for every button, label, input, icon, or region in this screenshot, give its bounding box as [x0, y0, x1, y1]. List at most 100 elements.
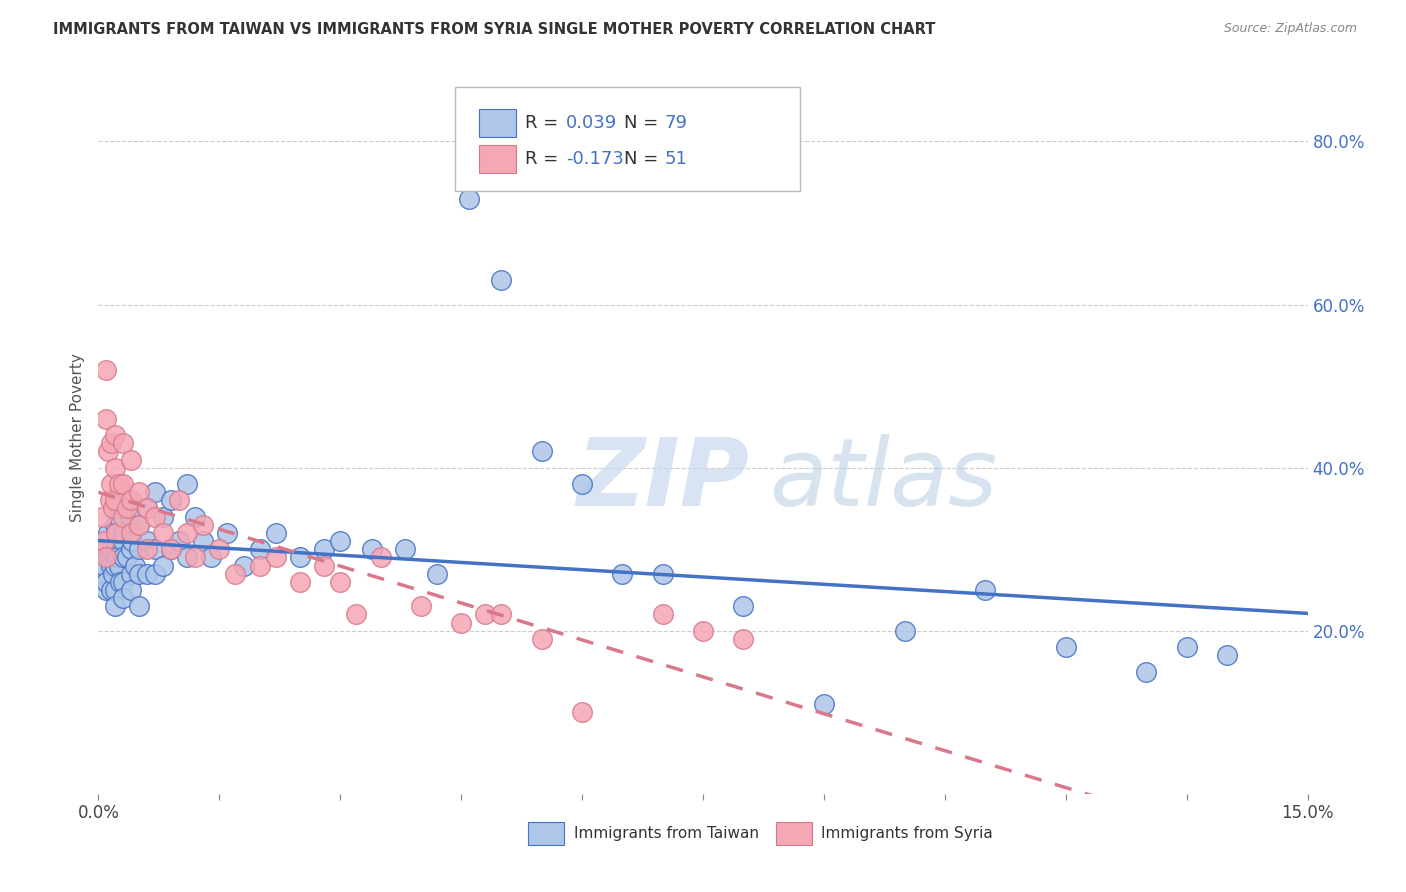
Point	[111, 550, 134, 565]
Point	[94, 582, 117, 597]
Point	[103, 460, 125, 475]
Point	[329, 534, 352, 549]
Point	[176, 525, 198, 540]
Point	[530, 632, 553, 646]
Y-axis label: Single Mother Poverty: Single Mother Poverty	[69, 352, 84, 522]
Point	[1175, 640, 1198, 654]
Point	[120, 525, 142, 540]
Point	[361, 542, 384, 557]
Point	[160, 542, 183, 557]
Point	[692, 624, 714, 638]
Point	[97, 550, 120, 565]
Point	[100, 558, 122, 573]
Point	[733, 632, 755, 646]
Point	[450, 615, 472, 630]
Point	[124, 558, 146, 573]
FancyBboxPatch shape	[456, 87, 800, 191]
Point	[232, 558, 254, 573]
Point	[108, 574, 131, 589]
Text: N =: N =	[624, 150, 665, 168]
Point	[96, 542, 118, 557]
Point	[121, 534, 143, 549]
Point	[115, 501, 138, 516]
Point	[474, 607, 496, 622]
Point	[93, 534, 115, 549]
Point	[571, 706, 593, 720]
Point	[571, 477, 593, 491]
Point	[120, 452, 142, 467]
Point	[103, 558, 125, 573]
Point	[651, 566, 673, 581]
Point	[651, 607, 673, 622]
Point	[160, 493, 183, 508]
Point	[152, 525, 174, 540]
Text: IMMIGRANTS FROM TAIWAN VS IMMIGRANTS FROM SYRIA SINGLE MOTHER POVERTY CORRELATIO: IMMIGRANTS FROM TAIWAN VS IMMIGRANTS FRO…	[53, 22, 936, 37]
Point	[111, 509, 134, 524]
Point	[249, 542, 271, 557]
Point	[344, 607, 367, 622]
Text: 0.039: 0.039	[567, 114, 617, 132]
Point	[893, 624, 915, 638]
Text: N =: N =	[624, 114, 665, 132]
Point	[491, 607, 513, 622]
Point	[105, 525, 128, 540]
Point	[105, 525, 128, 540]
Point	[96, 574, 118, 589]
Text: ZIP: ZIP	[576, 434, 749, 526]
Point	[111, 591, 134, 606]
Point	[491, 273, 513, 287]
Point	[184, 550, 207, 565]
Point	[314, 542, 336, 557]
Point	[107, 477, 129, 491]
Text: Immigrants from Syria: Immigrants from Syria	[821, 826, 993, 841]
Point	[370, 550, 392, 565]
Point	[112, 525, 135, 540]
Point	[612, 566, 634, 581]
Point	[135, 501, 157, 516]
Point	[111, 477, 134, 491]
Point	[143, 509, 166, 524]
Point	[264, 525, 287, 540]
Text: -0.173: -0.173	[567, 150, 624, 168]
Point	[128, 542, 150, 557]
Point	[91, 566, 114, 581]
Point	[120, 542, 142, 557]
Point	[97, 525, 120, 540]
Point	[264, 550, 287, 565]
Point	[314, 558, 336, 573]
Point	[103, 428, 125, 442]
Point	[97, 444, 120, 458]
Point	[107, 558, 129, 573]
Text: 51: 51	[664, 150, 688, 168]
Point	[100, 542, 122, 557]
Text: R =: R =	[526, 150, 564, 168]
Point	[103, 542, 125, 557]
Point	[143, 542, 166, 557]
Point	[160, 542, 183, 557]
Point	[100, 582, 122, 597]
Point	[152, 509, 174, 524]
Text: atlas: atlas	[769, 434, 998, 525]
Point	[103, 517, 125, 532]
Point	[96, 411, 118, 425]
Point	[167, 493, 190, 508]
Point	[94, 550, 117, 565]
FancyBboxPatch shape	[479, 145, 516, 173]
Point	[101, 566, 124, 581]
FancyBboxPatch shape	[527, 822, 564, 846]
FancyBboxPatch shape	[479, 109, 516, 137]
Point	[91, 509, 114, 524]
Point	[128, 566, 150, 581]
Point	[120, 509, 142, 524]
Point	[105, 550, 128, 565]
Point	[813, 697, 835, 711]
Point	[1216, 648, 1239, 663]
Point	[101, 501, 124, 516]
Point	[176, 477, 198, 491]
Point	[103, 599, 125, 614]
Point	[1054, 640, 1077, 654]
Point	[458, 192, 481, 206]
Point	[128, 599, 150, 614]
Point	[107, 509, 129, 524]
Point	[135, 501, 157, 516]
